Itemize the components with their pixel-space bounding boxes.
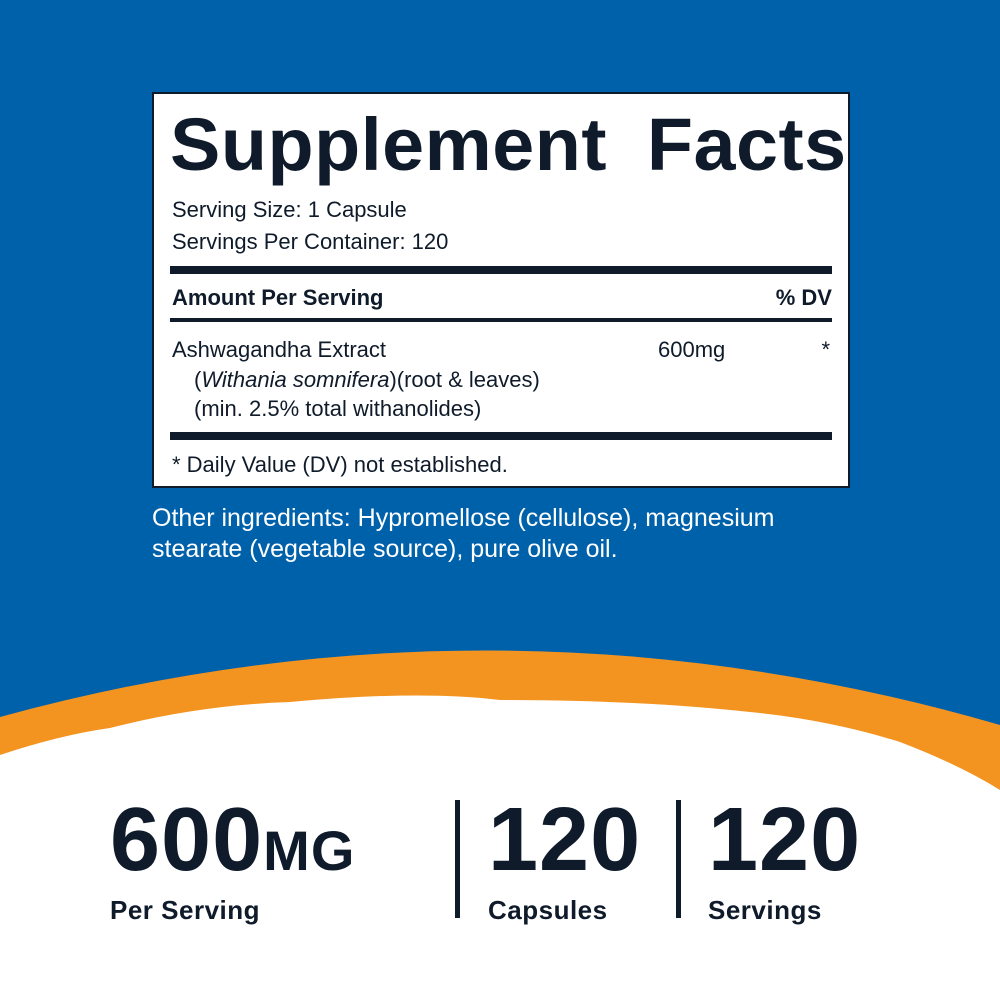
stat-value: 120 (708, 790, 862, 890)
stat-label: Capsules (488, 895, 608, 925)
dv-header: % DV (775, 285, 832, 310)
ingredient-note: (min. 2.5% total withanolides) (194, 396, 482, 421)
stat-number: 600 (110, 790, 264, 890)
stat-label: Servings (708, 895, 822, 925)
amount-per-serving-header: Amount Per Serving (172, 285, 384, 310)
supplement-facts-panel: Supplement Facts Serving Size: 1 Capsule… (152, 92, 850, 488)
stat-per-serving: 600MG Per Serving (110, 795, 355, 926)
stat-capsules: 120 Capsules (488, 795, 641, 926)
serving-size: Serving Size: 1 Capsule (172, 197, 407, 222)
stat-divider (676, 800, 681, 918)
latin-name: Withania somnifera (201, 367, 390, 392)
ingredient-detail: )(root & leaves) (389, 367, 540, 392)
footnote: * Daily Value (DV) not established. (172, 452, 508, 477)
ingredient-dv: * (821, 337, 830, 362)
facts-title: Supplement Facts (170, 103, 847, 186)
stat-value: 120 (488, 790, 642, 890)
thick-divider (170, 266, 832, 274)
white-area (0, 695, 1000, 1000)
thin-divider (170, 318, 832, 322)
stat-label: Per Serving (110, 895, 261, 925)
other-ingredients: Other ingredients: Hypromellose (cellulo… (152, 504, 775, 563)
ingredient-latin-line: (Withania somnifera)(root & leaves) (194, 369, 540, 391)
servings-per-container: Servings Per Container: 120 (172, 229, 449, 254)
stat-unit: MG (263, 819, 356, 882)
paren: ( (194, 367, 202, 392)
ingredient-name: Ashwagandha Extract (172, 337, 387, 362)
stat-servings: 120 Servings (708, 795, 861, 926)
ingredient-amount: 600mg (658, 337, 726, 362)
stat-divider (455, 800, 460, 918)
stat-value: 600MG (110, 795, 355, 885)
thick-divider (170, 432, 832, 440)
